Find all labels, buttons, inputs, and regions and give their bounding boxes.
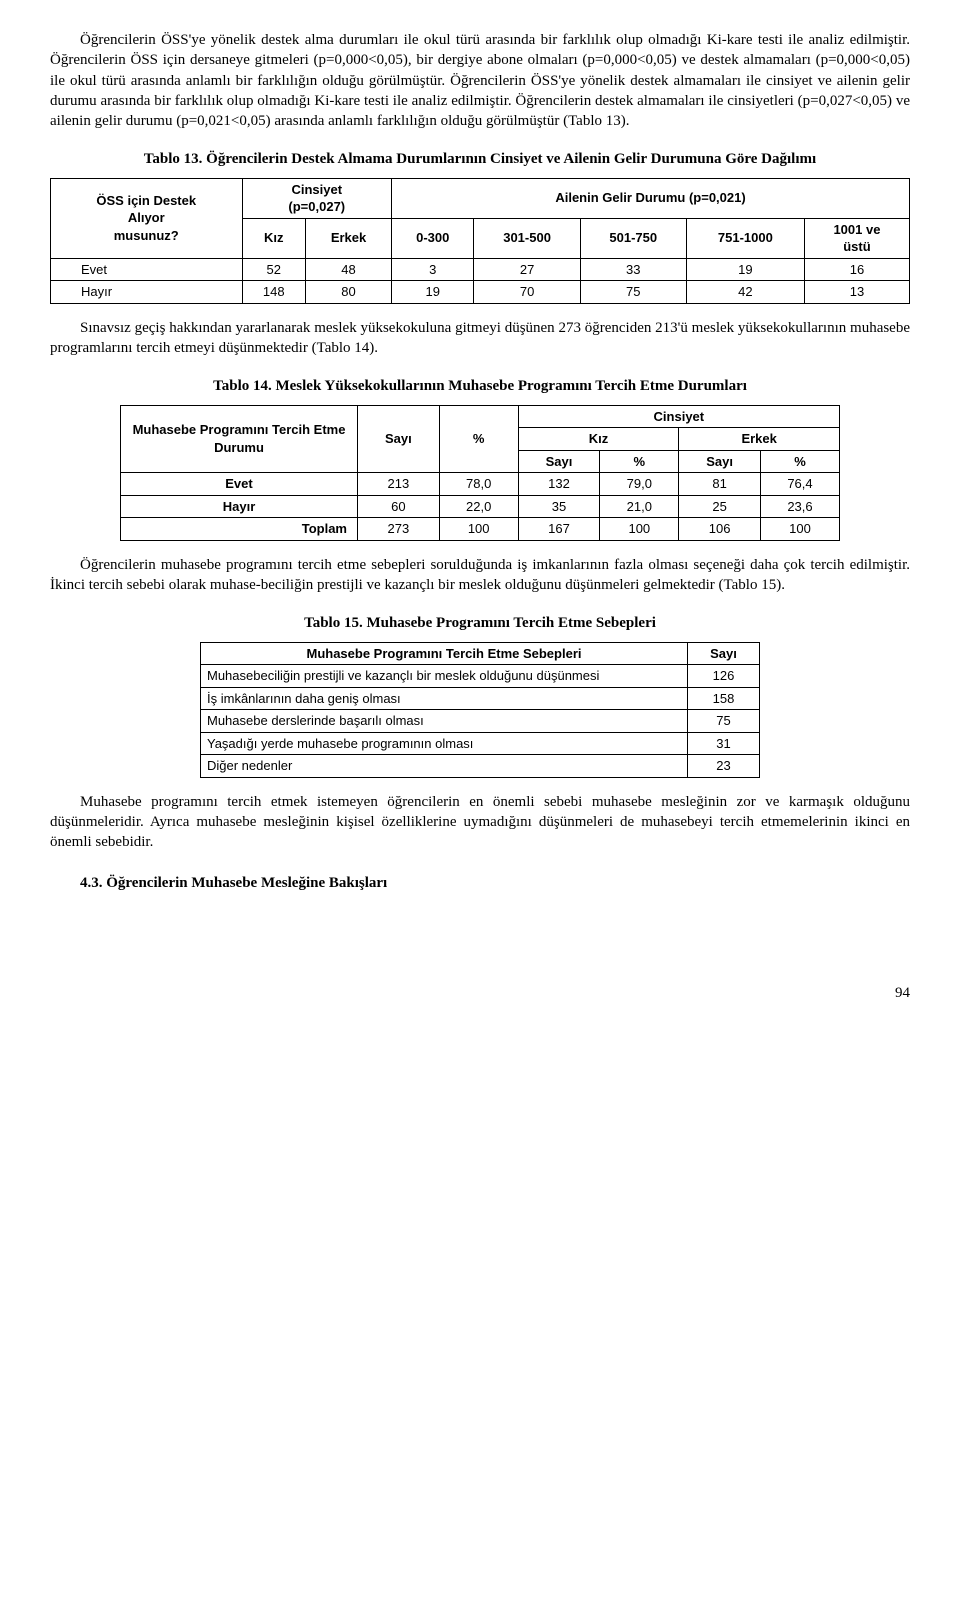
t14-pct-k: % xyxy=(600,450,679,473)
t14-sayi-k: Sayı xyxy=(518,450,600,473)
t15-r1v: 126 xyxy=(688,665,760,688)
t14-cell: 167 xyxy=(518,518,600,541)
t14-pct-e: % xyxy=(760,450,839,473)
t13-stub-l2: Alıyor xyxy=(59,209,234,227)
t14-col-pct: % xyxy=(439,405,518,473)
t13-cell: 3 xyxy=(392,258,474,281)
t13-col-g4: 751-1000 xyxy=(686,218,804,258)
table-row: Muhasebe derslerinde başarılı olması 75 xyxy=(201,710,760,733)
t13-col-g5a: 1001 ve xyxy=(813,221,901,239)
t14-cell: 132 xyxy=(518,473,600,496)
t14-cell: 23,6 xyxy=(760,495,839,518)
t15-r4: Yaşadığı yerde muhasebe programının olma… xyxy=(201,732,688,755)
t14-cell: 100 xyxy=(439,518,518,541)
t14-cell: 22,0 xyxy=(439,495,518,518)
table13-caption: Tablo 13. Öğrencilerin Destek Almama Dur… xyxy=(50,149,910,169)
t13-cinsiyet-header: Cinsiyet (p=0,027) xyxy=(242,178,392,218)
t15-r5: Diğer nedenler xyxy=(201,755,688,778)
table-row: Evet 213 78,0 132 79,0 81 76,4 xyxy=(121,473,840,496)
t13-cell: 80 xyxy=(306,281,392,304)
t13-r2-label: Hayır xyxy=(51,281,243,304)
t13-cins-h1: Cinsiyet xyxy=(251,181,384,199)
t14-r2-label: Hayır xyxy=(121,495,358,518)
table14-caption: Tablo 14. Meslek Yüksekokullarının Muhas… xyxy=(50,376,910,396)
t13-stub-l3: musunuz? xyxy=(59,227,234,245)
t14-col-kiz: Kız xyxy=(518,428,679,451)
t13-cell: 48 xyxy=(306,258,392,281)
t13-cell: 52 xyxy=(242,258,306,281)
t13-r1-label: Evet xyxy=(51,258,243,281)
t14-r1-label: Evet xyxy=(121,473,358,496)
t15-col-sayi: Sayı xyxy=(688,642,760,665)
paragraph-1: Öğrencilerin ÖSS'ye yönelik destek alma … xyxy=(50,30,910,131)
t14-cell: 76,4 xyxy=(760,473,839,496)
t15-r3: Muhasebe derslerinde başarılı olması xyxy=(201,710,688,733)
t14-cell: 21,0 xyxy=(600,495,679,518)
t13-cell: 75 xyxy=(580,281,686,304)
t14-sayi-e: Sayı xyxy=(679,450,761,473)
t13-col-g1: 0-300 xyxy=(392,218,474,258)
table-row: Muhasebeciliğin prestijli ve kazançlı bi… xyxy=(201,665,760,688)
t15-r5v: 23 xyxy=(688,755,760,778)
t14-col-sayi: Sayı xyxy=(358,405,440,473)
t13-stub-l1: ÖSS için Destek xyxy=(59,192,234,210)
t15-r2v: 158 xyxy=(688,687,760,710)
t14-cell: 35 xyxy=(518,495,600,518)
t15-col-reason: Muhasebe Programını Tercih Etme Sebepler… xyxy=(201,642,688,665)
t15-r4v: 31 xyxy=(688,732,760,755)
t13-col-g5: 1001 ve üstü xyxy=(804,218,909,258)
table-row: İş imkânlarının daha geniş olması 158 xyxy=(201,687,760,710)
t13-col-g5b: üstü xyxy=(813,238,901,256)
t14-total-label: Toplam xyxy=(121,518,358,541)
t13-stub: ÖSS için Destek Alıyor musunuz? xyxy=(51,178,243,258)
t13-cell: 70 xyxy=(474,281,580,304)
t13-col-erkek: Erkek xyxy=(306,218,392,258)
t15-r3v: 75 xyxy=(688,710,760,733)
t14-cell: 25 xyxy=(679,495,761,518)
table14: Muhasebe Programını Tercih Etme Durumu S… xyxy=(120,405,840,541)
t14-col-erkek: Erkek xyxy=(679,428,840,451)
t14-cell: 100 xyxy=(760,518,839,541)
t13-cell: 33 xyxy=(580,258,686,281)
t14-stub: Muhasebe Programını Tercih Etme Durumu xyxy=(121,405,358,473)
t13-col-g2: 301-500 xyxy=(474,218,580,258)
t13-cell: 42 xyxy=(686,281,804,304)
table-row: Evet 52 48 3 27 33 19 16 xyxy=(51,258,910,281)
t13-cell: 16 xyxy=(804,258,909,281)
t14-cell: 81 xyxy=(679,473,761,496)
t14-cell: 79,0 xyxy=(600,473,679,496)
table15-caption: Tablo 15. Muhasebe Programını Tercih Etm… xyxy=(50,613,910,633)
t13-cell: 19 xyxy=(686,258,804,281)
t13-gelir-header: Ailenin Gelir Durumu (p=0,021) xyxy=(392,178,910,218)
table-row: Yaşadığı yerde muhasebe programının olma… xyxy=(201,732,760,755)
t13-cell: 19 xyxy=(392,281,474,304)
paragraph-2: Sınavsız geçiş hakkından yararlanarak me… xyxy=(50,318,910,359)
paragraph-4: Muhasebe programını tercih etmek istemey… xyxy=(50,792,910,853)
table-row: Hayır 148 80 19 70 75 42 13 xyxy=(51,281,910,304)
table-row: Diğer nedenler 23 xyxy=(201,755,760,778)
t14-cell: 273 xyxy=(358,518,440,541)
t13-col-g3: 501-750 xyxy=(580,218,686,258)
t14-cell: 100 xyxy=(600,518,679,541)
section-heading-4-3: 4.3. Öğrencilerin Muhasebe Mesleğine Bak… xyxy=(80,873,910,893)
t15-r2: İş imkânlarının daha geniş olması xyxy=(201,687,688,710)
t14-cell: 60 xyxy=(358,495,440,518)
page-number: 94 xyxy=(50,983,910,1003)
t13-cell: 148 xyxy=(242,281,306,304)
t13-cell: 27 xyxy=(474,258,580,281)
t14-col-cinsiyet: Cinsiyet xyxy=(518,405,839,428)
t14-cell: 213 xyxy=(358,473,440,496)
t13-col-kiz: Kız xyxy=(242,218,306,258)
t15-r1: Muhasebeciliğin prestijli ve kazançlı bi… xyxy=(201,665,688,688)
table-row: Hayır 60 22,0 35 21,0 25 23,6 xyxy=(121,495,840,518)
t14-cell: 78,0 xyxy=(439,473,518,496)
table15: Muhasebe Programını Tercih Etme Sebepler… xyxy=(200,642,760,778)
t14-cell: 106 xyxy=(679,518,761,541)
paragraph-3: Öğrencilerin muhasebe programını tercih … xyxy=(50,555,910,596)
t13-cins-h2: (p=0,027) xyxy=(251,198,384,216)
t13-cell: 13 xyxy=(804,281,909,304)
table13: ÖSS için Destek Alıyor musunuz? Cinsiyet… xyxy=(50,178,910,304)
table-row: Toplam 273 100 167 100 106 100 xyxy=(121,518,840,541)
